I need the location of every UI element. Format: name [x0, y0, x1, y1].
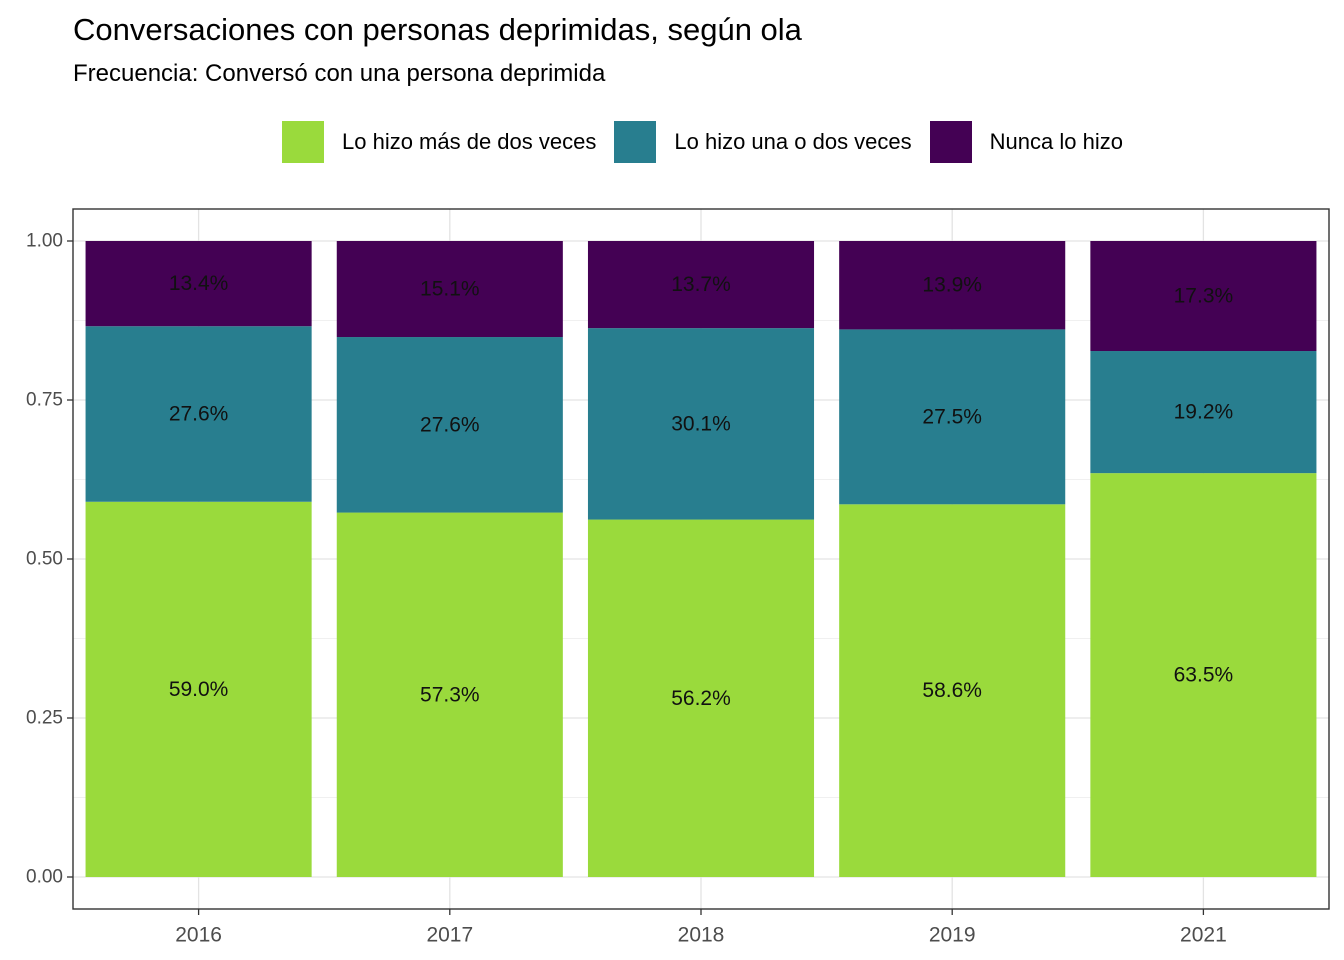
legend: Lo hizo más de dos veces Lo hizo una o d… [282, 121, 1141, 163]
data-label: 13.9% [922, 274, 982, 297]
data-label: 27.6% [420, 413, 480, 436]
bar-segment [839, 241, 1066, 330]
legend-label-nunca: Nunca lo hizo [989, 129, 1123, 154]
y-tick-label: 0.75 [26, 390, 63, 411]
bar-segment [587, 519, 815, 877]
data-label: 63.5% [1174, 664, 1234, 687]
bar-segment [336, 241, 563, 338]
legend-key-una-o-dos [614, 121, 657, 163]
legend-key-mas-de-dos [282, 121, 324, 163]
legend-item-mas-de-dos: Lo hizo más de dos veces [282, 121, 596, 163]
data-label: 59.0% [169, 678, 229, 701]
bar-segment [587, 241, 815, 329]
data-label: 57.3% [420, 683, 480, 706]
x-tick-label: 2017 [426, 924, 473, 947]
chart-subtitle: Frecuencia: Conversó con una persona dep… [73, 60, 606, 87]
bar-segment [85, 501, 312, 877]
bar-segment [336, 337, 563, 513]
x-tick-label: 2019 [929, 924, 976, 947]
bar-segment [1090, 473, 1317, 877]
data-label: 19.2% [1174, 401, 1234, 424]
y-tick-label: 0.50 [26, 549, 63, 570]
bar-segment [1090, 351, 1317, 474]
bar-segment [85, 241, 312, 327]
data-label: 27.5% [922, 405, 982, 428]
bar-segment [336, 512, 563, 877]
data-label: 13.7% [671, 273, 731, 296]
bar-segment [587, 328, 815, 520]
bar-segment [839, 504, 1066, 877]
bar-segment [839, 329, 1066, 505]
x-tick-label: 2021 [1180, 924, 1227, 947]
data-label: 30.1% [671, 412, 731, 435]
legend-label-mas-de-dos: Lo hizo más de dos veces [342, 129, 597, 154]
legend-item-nunca: Nunca lo hizo [929, 121, 1123, 163]
data-label: 13.4% [169, 272, 229, 295]
bar-segment [85, 326, 312, 502]
y-tick-label: 0.25 [26, 708, 63, 729]
y-tick-label: 1.00 [26, 231, 63, 252]
chart-title: Conversaciones con personas deprimidas, … [73, 12, 802, 47]
legend-item-una-o-dos: Lo hizo una o dos veces [614, 121, 912, 163]
data-label: 27.6% [169, 402, 229, 425]
x-tick-label: 2018 [678, 924, 725, 947]
data-label: 15.1% [420, 278, 480, 301]
data-label: 17.3% [1174, 285, 1234, 308]
y-tick-label: 0.00 [26, 867, 63, 888]
legend-label-una-o-dos: Lo hizo una o dos veces [674, 129, 912, 154]
bar-segment [1090, 241, 1317, 352]
data-label: 56.2% [671, 687, 731, 710]
legend-key-nunca [929, 121, 972, 163]
data-label: 58.6% [922, 679, 982, 702]
x-tick-label: 2016 [175, 924, 222, 947]
